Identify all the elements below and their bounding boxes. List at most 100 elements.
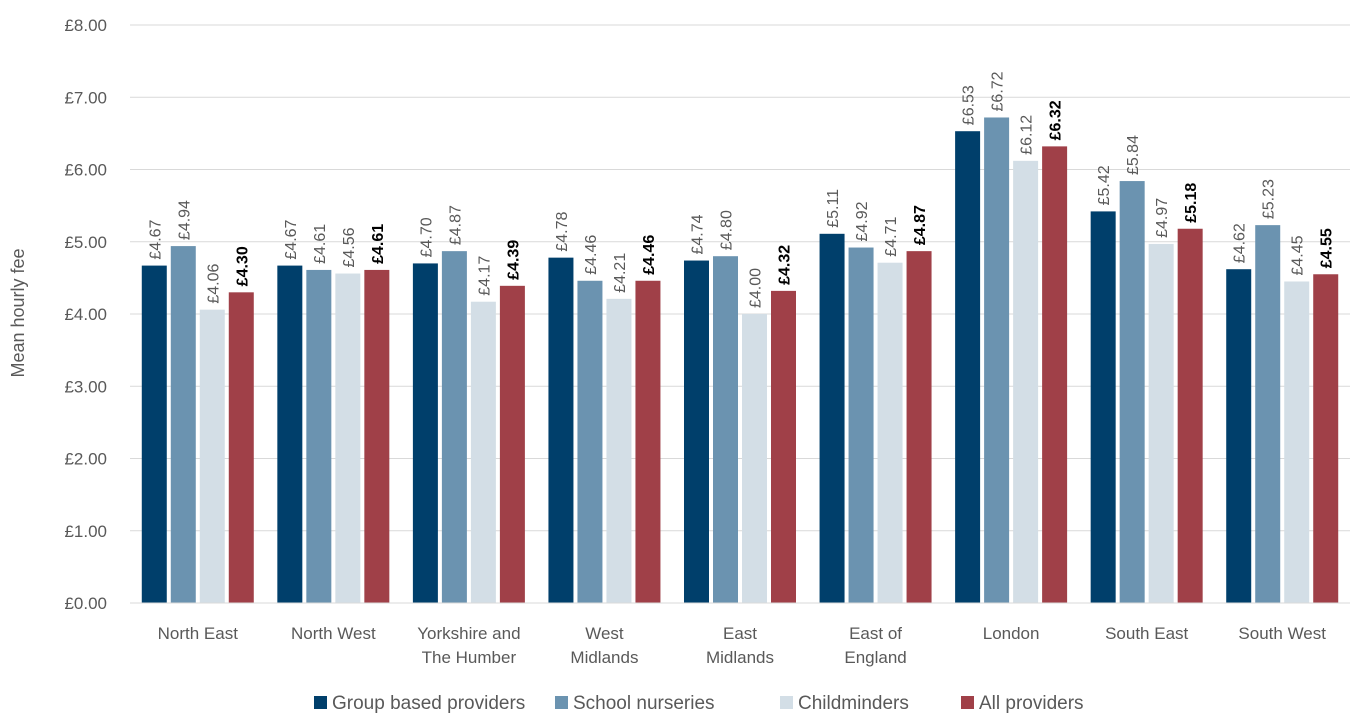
data-label: £6.32 — [1048, 100, 1065, 140]
data-label: £4.30 — [234, 246, 251, 286]
bar — [470, 301, 496, 603]
bar — [1255, 225, 1281, 603]
bar — [141, 265, 167, 603]
bar — [199, 309, 225, 603]
bar — [1226, 269, 1252, 603]
x-tick-label: East of England — [844, 624, 906, 667]
data-label: £5.42 — [1096, 165, 1113, 205]
x-tick-label: Yorkshire and The Humber — [417, 624, 520, 667]
data-label: £6.53 — [961, 85, 978, 125]
y-axis-label: Mean hourly fee — [8, 248, 28, 377]
bar — [848, 247, 874, 603]
bars — [141, 117, 1339, 604]
x-axis-categories: North East North West Yorkshire and The Hum… — [158, 624, 1327, 667]
data-label: £4.97 — [1154, 198, 1171, 238]
gridlines — [130, 24, 1350, 532]
legend-label: Group based providers — [332, 693, 525, 714]
bar — [713, 256, 738, 603]
data-label: £4.70 — [418, 217, 435, 257]
bar — [306, 269, 332, 603]
x-tick-label: North West — [291, 624, 376, 643]
bar — [335, 273, 361, 603]
data-label: £4.32 — [777, 245, 794, 285]
bar — [684, 260, 709, 603]
x-tick-label: South East — [1105, 624, 1188, 643]
bar — [441, 251, 467, 603]
data-label: £4.62 — [1232, 223, 1249, 263]
bar — [984, 117, 1010, 603]
x-tick-label: South West — [1238, 624, 1326, 643]
data-label: £4.61 — [370, 224, 387, 264]
legend-label: Childminders — [798, 693, 909, 714]
bar — [412, 263, 438, 603]
data-label: £4.94 — [176, 200, 193, 240]
data-label: £4.39 — [505, 240, 522, 280]
data-label: £4.45 — [1290, 235, 1307, 275]
data-label: £4.74 — [690, 214, 707, 254]
y-axis-ticks: £0.00 £1.00 £2.00 £3.00 £4.00 £5.00 £6.00 £7.00… — [64, 16, 107, 613]
data-label: £4.55 — [1319, 228, 1336, 268]
x-tick-label: East Midlands — [706, 624, 774, 667]
y-tick-label: £2.00 — [64, 450, 107, 469]
x-tick-label: London — [983, 624, 1040, 643]
y-tick-label: £5.00 — [64, 233, 107, 252]
y-tick-label: £4.00 — [64, 305, 107, 324]
bar — [955, 131, 981, 603]
data-label: £5.23 — [1261, 179, 1278, 219]
bar — [877, 262, 903, 603]
bar — [1148, 243, 1174, 604]
data-label: £4.71 — [883, 217, 900, 257]
data-label: £4.87 — [912, 205, 929, 245]
legend-swatch — [555, 696, 568, 709]
data-label: £4.56 — [341, 227, 358, 267]
y-tick-label: £6.00 — [64, 161, 107, 180]
y-tick-label: £0.00 — [64, 594, 107, 613]
legend-label: School nurseries — [573, 693, 715, 714]
bar — [1313, 274, 1339, 603]
data-label: £5.18 — [1183, 183, 1200, 223]
data-label: £4.46 — [583, 235, 600, 275]
bar — [1042, 146, 1068, 603]
legend-swatch — [961, 696, 974, 709]
bar — [1119, 181, 1145, 603]
data-label: £4.80 — [719, 210, 736, 250]
bar — [499, 285, 525, 603]
data-labels: £4.67 £4.94 £4.06 £4.30 £4.67 £4.61 £4.56 £4.61… — [147, 71, 1335, 308]
bar — [771, 290, 796, 603]
bar — [1177, 228, 1203, 603]
bar — [906, 251, 932, 603]
data-label: £5.84 — [1125, 135, 1142, 175]
data-label: £4.87 — [447, 205, 464, 245]
y-tick-label: £1.00 — [64, 522, 107, 541]
data-label: £4.78 — [554, 212, 571, 252]
y-tick-label: £3.00 — [64, 377, 107, 396]
data-label: £4.67 — [147, 219, 164, 259]
data-label: £4.00 — [748, 268, 765, 308]
bar — [1013, 160, 1039, 603]
legend-label: All providers — [979, 693, 1084, 714]
data-label: £4.17 — [476, 256, 493, 296]
bar — [577, 280, 603, 603]
bar — [277, 265, 303, 603]
bar — [364, 269, 390, 603]
bar — [170, 246, 196, 603]
data-label: £4.92 — [854, 201, 871, 241]
y-tick-label: £8.00 — [64, 16, 107, 35]
data-label: £4.06 — [205, 264, 222, 304]
data-label: £4.67 — [283, 219, 300, 259]
data-label: £5.11 — [825, 189, 842, 228]
bar — [1090, 211, 1116, 603]
legend-swatch — [780, 696, 793, 709]
data-label: £6.12 — [1019, 115, 1036, 155]
y-tick-label: £7.00 — [64, 88, 107, 107]
bar — [635, 280, 661, 603]
bar — [548, 257, 574, 603]
legend-swatch — [314, 696, 327, 709]
data-label: £4.21 — [612, 253, 629, 293]
bar — [228, 292, 254, 603]
x-tick-label: North East — [158, 624, 239, 643]
data-label: £4.46 — [641, 235, 658, 275]
bar — [819, 233, 845, 604]
bar — [606, 298, 632, 603]
data-label: £4.61 — [312, 224, 329, 264]
